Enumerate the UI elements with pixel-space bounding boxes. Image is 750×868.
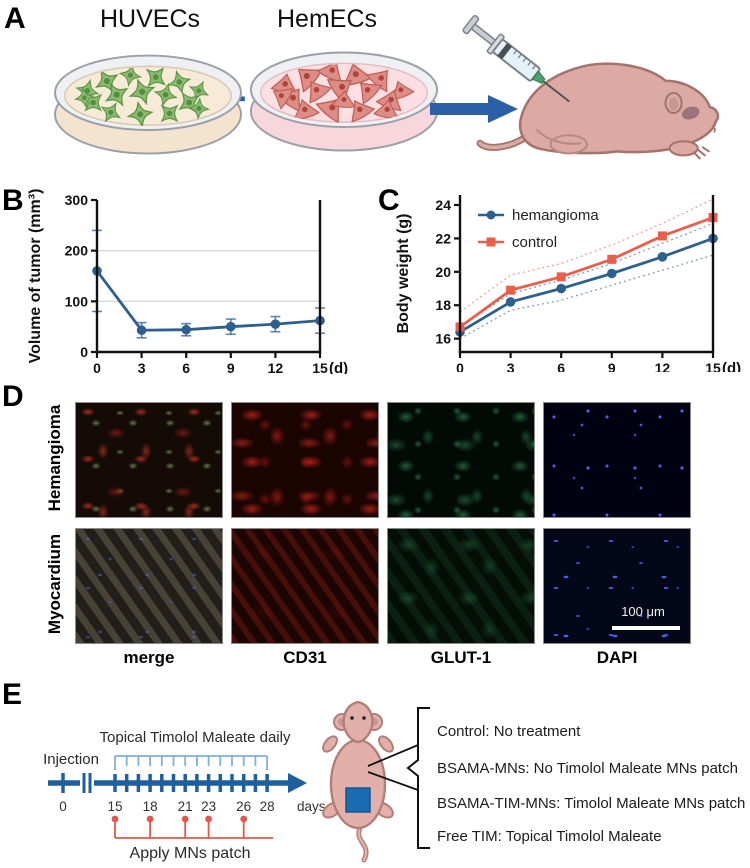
svg-text:(d): (d) [722, 360, 741, 372]
svg-text:22: 22 [435, 230, 451, 246]
timeline-top-label: Topical Timolol Maleate daily [99, 729, 291, 746]
dish1-title: HUVECs [99, 5, 200, 33]
svg-text:0: 0 [93, 360, 101, 374]
hemecs-dish-illustration [249, 51, 439, 152]
svg-text:100: 100 [65, 293, 89, 309]
group-free-tim: Free TIM: Topical Timolol Maleate [437, 828, 662, 845]
svg-text:Volume of tumor (mm³): Volume of tumor (mm³) [27, 189, 44, 364]
syringe-icon [462, 14, 570, 103]
svg-text:15: 15 [107, 799, 122, 814]
svg-text:9: 9 [608, 360, 616, 372]
svg-text:24: 24 [435, 197, 451, 213]
group-bsama-mns: BSAMA-MNs: No Timolol Maleate MNs patch [437, 760, 738, 777]
mouse-top-view-illustration [322, 700, 394, 863]
group-bracket [367, 707, 430, 849]
huvecs-dish-illustration [54, 54, 242, 155]
myocardium-cd31-image [231, 528, 379, 644]
svg-text:15: 15 [312, 360, 328, 374]
svg-text:18: 18 [143, 799, 158, 814]
svg-text:0: 0 [80, 344, 88, 360]
treatment-timeline: 0 15 18 21 23 26 28 days [48, 755, 326, 839]
svg-text:12: 12 [655, 360, 671, 372]
svg-text:0: 0 [59, 799, 67, 814]
svg-text:18: 18 [435, 297, 451, 313]
svg-text:0: 0 [456, 360, 464, 372]
svg-text:3: 3 [138, 360, 146, 374]
panel-e-label: E [2, 678, 23, 711]
panel-a-label: A [4, 2, 26, 35]
myocardium-dapi-image [543, 528, 691, 644]
svg-text:200: 200 [65, 243, 89, 259]
svg-text:26: 26 [236, 799, 251, 814]
svg-text:(d): (d) [329, 360, 348, 374]
arrow-right-icon [430, 95, 518, 123]
group-control: Control: No treatment [437, 723, 581, 740]
svg-text:15: 15 [705, 360, 721, 372]
row-label-myocardium: Myocardium [45, 533, 64, 635]
svg-text:hemangioma: hemangioma [512, 207, 599, 224]
tumor-volume-chart: 0 100 200 300 0 3 6 9 12 15 (d) Volume of tumor (mm… [27, 189, 348, 374]
myocardium-merge-image [75, 528, 223, 644]
svg-text:16: 16 [435, 331, 451, 347]
panel-c-label: C [378, 184, 400, 217]
svg-text:control: control [512, 234, 557, 251]
col-label-glut1: GLUT-1 [430, 648, 492, 667]
patch-pointer-lines [367, 744, 419, 791]
col-label-cd31: CD31 [283, 648, 327, 667]
svg-text:6: 6 [557, 360, 565, 372]
scale-bar-label: 100 μm [621, 604, 665, 619]
svg-text:6: 6 [182, 360, 190, 374]
scale-bar [612, 626, 680, 630]
col-label-dapi: DAPI [596, 648, 638, 667]
timeline-bottom-label: Apply MNs patch [129, 845, 251, 862]
svg-text:9: 9 [227, 360, 235, 374]
panel-b-label: B [2, 184, 24, 217]
svg-text:Body weight (g): Body weight (g) [395, 214, 412, 334]
col-label-merge: merge [123, 648, 175, 667]
hemangioma-glut1-image [387, 402, 535, 518]
myocardium-glut1-image [387, 528, 535, 644]
svg-text:20: 20 [435, 264, 451, 280]
mouse-pup-illustration [476, 62, 720, 160]
svg-text:12: 12 [268, 360, 284, 374]
hemangioma-merge-image [75, 402, 223, 518]
hemangioma-dapi-image [543, 402, 691, 518]
svg-text:3: 3 [507, 360, 515, 372]
svg-text:days: days [297, 799, 326, 814]
body-weight-chart: 16 18 20 22 24 0 3 6 9 12 15 (d) Body weight (g) hema… [395, 195, 741, 372]
row-label-hemangioma: Hemangioma [45, 404, 64, 512]
panel-d-label: D [2, 380, 24, 413]
dish2-title: HemECs [276, 5, 377, 33]
svg-text:28: 28 [260, 799, 275, 814]
group-bsama-tim-mns: BSAMA-TIM-MNs: Timolol Maleate MNs patch [437, 795, 746, 812]
svg-text:300: 300 [65, 192, 89, 208]
mn-patch [345, 787, 371, 813]
svg-text:21: 21 [178, 799, 193, 814]
hemangioma-cd31-image [231, 402, 379, 518]
svg-text:23: 23 [201, 799, 216, 814]
injection-label: Injection [43, 751, 99, 768]
